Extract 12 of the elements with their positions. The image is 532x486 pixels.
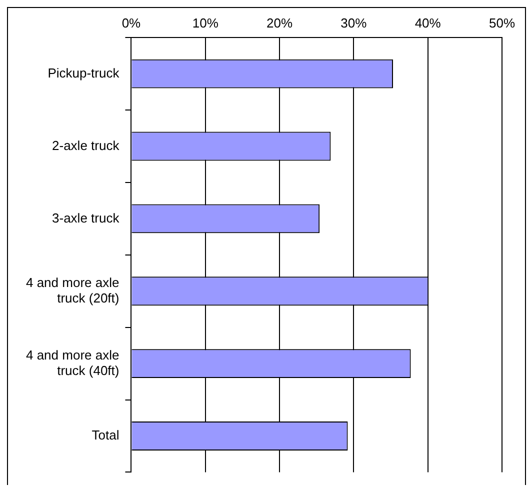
x-tick-label: 50% — [488, 15, 516, 30]
y-tick-label: 4 and more axle truck (40ft) — [26, 347, 120, 378]
x-tick-label: 10% — [192, 15, 219, 30]
y-tick-label: Pickup-truck — [48, 65, 120, 80]
y-tick-label: 2-axle truck — [52, 138, 120, 153]
y-tick-label: Total — [92, 428, 120, 443]
x-tick-label: 40% — [414, 15, 442, 30]
y-tick-label: 3-axle truck — [52, 210, 120, 226]
x-tick-label: 30% — [340, 15, 368, 30]
x-tick-label: 20% — [266, 15, 293, 30]
y-tick-label: 4 and more axle truck (20ft) — [26, 274, 120, 306]
x-tick-label: 0% — [122, 15, 142, 30]
